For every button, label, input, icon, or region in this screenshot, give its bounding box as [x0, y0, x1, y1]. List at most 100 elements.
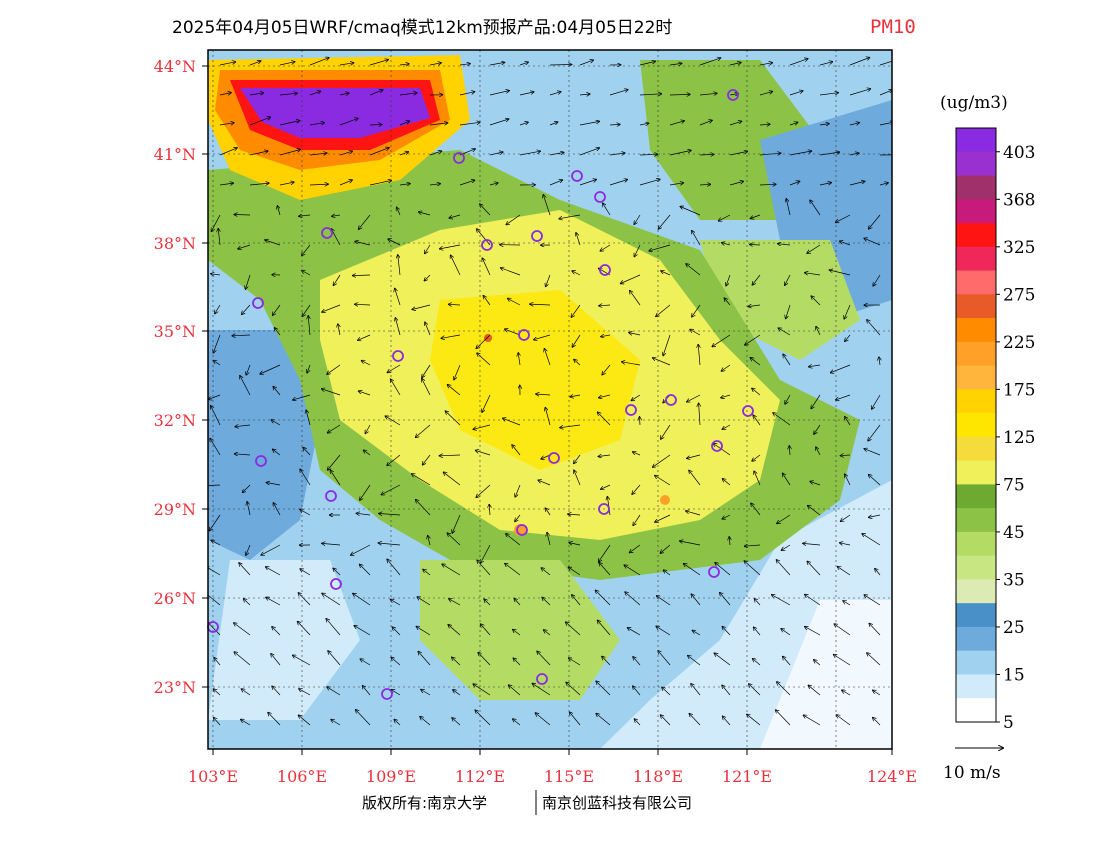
- wind-arrow: [837, 567, 851, 576]
- lon-tick-label: 118°E: [633, 767, 683, 786]
- wind-arrow: [519, 122, 528, 126]
- wind-arrow: [298, 593, 311, 606]
- wind-arrow: [399, 152, 408, 156]
- wind-arrow: [777, 682, 791, 696]
- wind-arrow: [748, 305, 761, 307]
- wind-arrow: [777, 514, 791, 524]
- wind-arrow: [783, 473, 791, 486]
- wind-arrow: [449, 599, 461, 606]
- wind-arrow: [483, 296, 491, 306]
- wind-arrow: [360, 564, 371, 576]
- wind-arrow: [785, 274, 791, 285]
- wind-arrow: [210, 439, 221, 456]
- legend-swatch: [956, 460, 996, 485]
- wind-arrow: [390, 599, 401, 606]
- wind-arrow: [361, 361, 371, 366]
- wind-arrow: [219, 148, 237, 156]
- wind-arrow: [722, 627, 731, 636]
- wind-arrow: [322, 593, 341, 606]
- wind-arrow: [218, 229, 220, 246]
- legend-swatch: [956, 270, 996, 295]
- wind-arrow: [544, 630, 551, 636]
- wind-arrow: [658, 214, 671, 229]
- wind-arrow: [544, 349, 551, 366]
- wind-arrow: [810, 481, 821, 486]
- wind-arrow: [669, 183, 683, 185]
- wind-arrow: [632, 484, 641, 494]
- wind-arrow: [722, 479, 731, 486]
- wind-arrow: [754, 471, 761, 486]
- wind-arrow: [364, 450, 371, 456]
- wind-arrow: [572, 334, 581, 347]
- wind-arrow: [208, 622, 221, 636]
- wind-arrow: [447, 533, 461, 546]
- wind-arrow: [365, 424, 371, 434]
- wind-arrow: [574, 470, 581, 486]
- wind-arrow: [660, 544, 671, 553]
- wind-arrow: [712, 334, 731, 347]
- wind-arrow: [811, 296, 821, 306]
- lat-tick-label: 32°N: [154, 411, 196, 430]
- legend-swatch: [956, 294, 996, 319]
- wind-arrow: [656, 304, 671, 317]
- wind-arrow: [489, 91, 509, 96]
- wind-arrow: [243, 484, 251, 493]
- wind-arrow: [759, 153, 781, 155]
- wind-arrow: [482, 394, 491, 412]
- station-marker: [598, 503, 610, 515]
- legend-unit: (ug/m3): [940, 93, 1008, 113]
- legend-swatch: [956, 246, 996, 272]
- wind-arrow: [773, 413, 791, 426]
- legend-swatch: [956, 436, 996, 462]
- wind-arrow: [722, 424, 731, 429]
- wind-arrow: [807, 244, 821, 253]
- wind-arrow: [391, 690, 401, 696]
- wind-arrow: [249, 183, 269, 185]
- station-marker: [625, 404, 637, 416]
- wind-arrow: [868, 424, 881, 441]
- wind-arrow: [388, 239, 401, 246]
- wind-arrow: [399, 64, 409, 65]
- wind-arrow: [515, 484, 521, 497]
- wind-arrow: [271, 654, 281, 666]
- legend-label: 275: [1003, 285, 1035, 305]
- wind-arrow: [273, 449, 281, 456]
- wind-arrow: [213, 689, 221, 696]
- wind-arrow: [473, 424, 491, 429]
- wind-arrow: [789, 446, 790, 456]
- wind-arrow: [429, 123, 448, 125]
- wind-arrow: [300, 509, 311, 516]
- wind-arrow: [722, 514, 731, 519]
- wind-arrow: [633, 686, 641, 696]
- wind-arrow: [537, 651, 551, 666]
- wind-arrow: [639, 94, 662, 95]
- wind-arrow: [480, 204, 491, 216]
- wind-arrow: [447, 385, 461, 396]
- wind-arrow: [232, 335, 251, 336]
- wind-arrow: [778, 328, 791, 336]
- wind-arrow: [653, 358, 671, 366]
- wind-arrow: [356, 513, 371, 515]
- wind-arrow: [873, 718, 881, 726]
- wind-arrow: [459, 64, 470, 65]
- wind-arrow: [781, 544, 791, 550]
- wind-arrow: [508, 299, 521, 306]
- wind-arrow: [378, 543, 401, 545]
- wind-arrow: [322, 543, 341, 545]
- wind-arrow: [543, 195, 551, 216]
- wind-arrow: [729, 151, 748, 156]
- wind-arrow: [655, 476, 671, 486]
- lon-tick-label: 106°E: [277, 767, 327, 786]
- wind-arrow: [879, 90, 892, 96]
- station-marker: [594, 191, 606, 203]
- wind-arrow: [246, 364, 251, 375]
- wind-arrow: [776, 560, 791, 576]
- station-marker: [571, 170, 583, 182]
- wind-arrow: [541, 454, 551, 459]
- wind-arrow: [598, 455, 611, 457]
- wind-arrow: [631, 394, 641, 401]
- wind-arrow: [864, 595, 881, 606]
- wind-arrow: [687, 454, 701, 458]
- wind-arrow: [699, 154, 714, 155]
- legend-swatch: [956, 698, 996, 723]
